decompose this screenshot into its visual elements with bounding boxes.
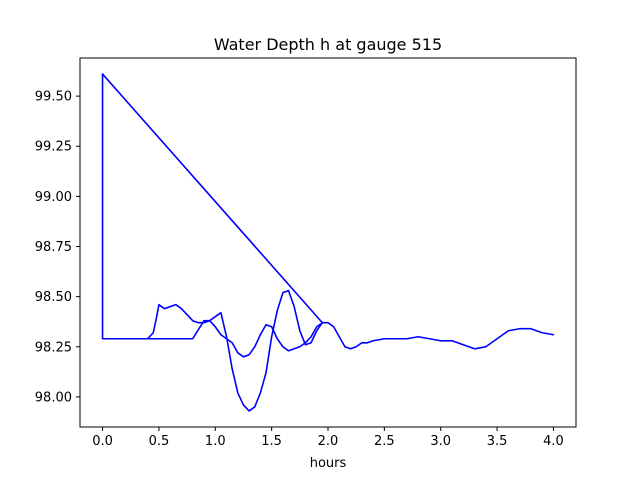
y-tick-label: 99.25 (35, 140, 72, 155)
x-tick-label: 4.0 (543, 434, 564, 449)
x-axis-label: hours (310, 456, 347, 471)
plot-area (101, 73, 555, 412)
x-tick-label: 0.0 (92, 434, 113, 449)
y-tick-label: 98.00 (35, 390, 72, 405)
axes: 0.0 0.5 1.0 1.5 2.0 2.5 3.0 3.5 4.0 98.00 98.25 98.… (35, 57, 577, 449)
chart-title: Water Depth h at gauge 515 (214, 35, 442, 54)
y-tick-label: 99.00 (35, 190, 72, 205)
x-tick-label: 2.0 (318, 434, 339, 449)
x-tick-label: 1.5 (261, 434, 282, 449)
axes-frame (79, 57, 577, 428)
x-tick-label: 2.5 (374, 434, 395, 449)
x-tick-label: 1.0 (205, 434, 226, 449)
x-tick-label: 3.0 (430, 434, 451, 449)
y-tick-label: 99.50 (35, 90, 72, 105)
y-tick-label: 98.25 (35, 340, 72, 355)
x-tick-label: 3.5 (487, 434, 508, 449)
series-line-2 (101, 319, 324, 358)
y-tick-label: 98.50 (35, 290, 72, 305)
series-line-3 (101, 73, 324, 324)
y-tick-label: 98.75 (35, 240, 72, 255)
x-tick-label: 0.5 (149, 434, 170, 449)
series-line-1 (101, 73, 555, 412)
